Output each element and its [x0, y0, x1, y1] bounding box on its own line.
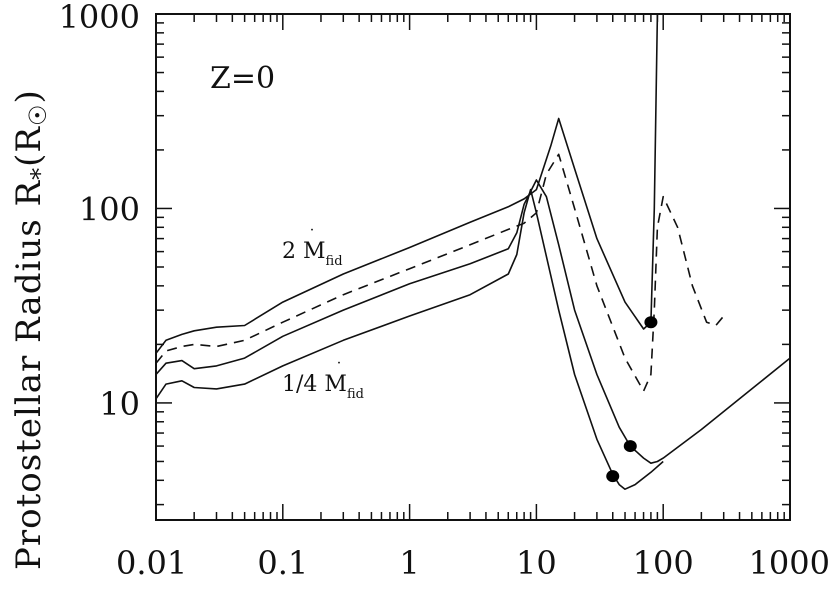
series-line-4 [156, 188, 664, 491]
upper-label-sub: fid [326, 254, 343, 269]
svg-text:2 Mfid: 2 Mfid [282, 239, 343, 269]
svg-text:˙: ˙ [308, 226, 316, 245]
transition-marker [644, 316, 658, 329]
marker-layer [606, 316, 658, 483]
x-tick-labels: 0.01 0.1 1 10 100 1000 [116, 544, 830, 582]
lower-label-prefix: 1/4 [282, 372, 324, 397]
transition-marker [623, 440, 637, 453]
upper-label-prefix: 2 [282, 239, 303, 264]
lower-curve-label: 1/4 Mfid ˙ [282, 359, 364, 402]
y-axis-title-main: Protostellar Radius R [9, 180, 49, 570]
y-axis-title-unit-close: ) [9, 89, 49, 103]
x-tick-label: 0.1 [257, 544, 308, 582]
y-tick-label: 100 [79, 190, 140, 228]
y-tick-labels: 10 100 1000 [59, 0, 140, 423]
series-line-1 [156, 14, 659, 354]
y-axis-title: Protostellar Radius R*(R☉) [9, 89, 54, 570]
sun-symbol: ☉ [24, 104, 52, 127]
svg-text:1/4 Mfid: 1/4 Mfid [282, 372, 364, 402]
series-line-3 [156, 179, 790, 465]
y-tick-label: 1000 [59, 0, 140, 36]
series-line-2 [156, 153, 725, 392]
y-tick-label: 10 [99, 385, 140, 423]
lower-label-mdot: M [324, 372, 347, 397]
y-axis-title-sub: * [26, 167, 54, 180]
x-tick-label: 1 [399, 544, 419, 582]
x-tick-label: 0.01 [116, 544, 187, 582]
upper-curve-label: 2 Mfid ˙ [282, 226, 343, 269]
y-axis-title-unit: (R [9, 126, 49, 167]
x-tick-label: 100 [633, 544, 694, 582]
svg-text:˙: ˙ [335, 359, 343, 378]
series-layer [156, 14, 790, 491]
transition-marker [606, 470, 620, 483]
x-tick-label: 10 [516, 544, 557, 582]
x-tick-label: 1000 [749, 544, 830, 582]
panel-label: Z=0 [210, 61, 275, 96]
plot-frame [155, 13, 791, 521]
upper-label-mdot: M [303, 239, 326, 264]
tick-marks [155, 14, 790, 520]
lower-label-sub: fid [347, 387, 364, 402]
